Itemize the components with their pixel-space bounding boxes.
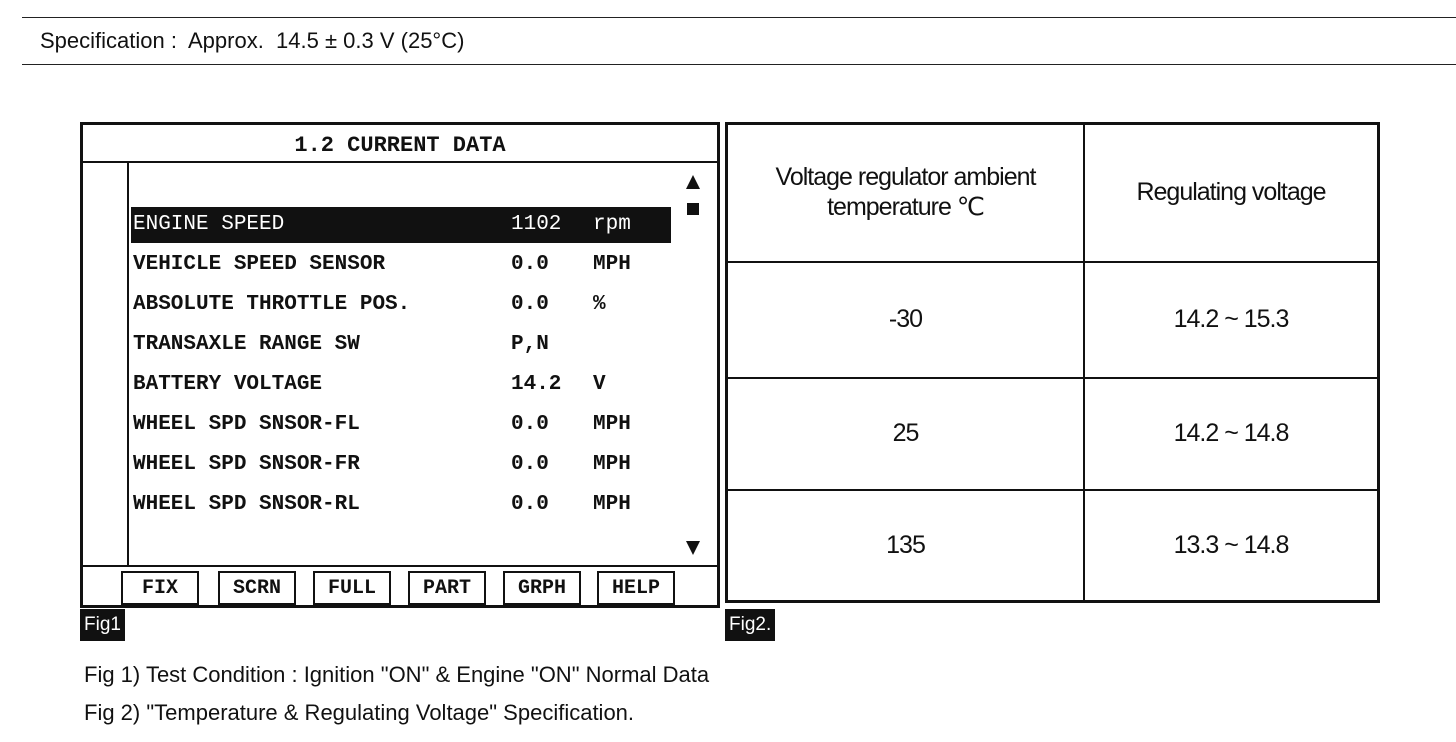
fig1-caption: Fig1 bbox=[80, 609, 125, 641]
item-name: WHEEL SPD SNSOR-RL bbox=[133, 493, 360, 516]
item-value: 1102 bbox=[511, 213, 562, 236]
function-button[interactable]: FULL bbox=[313, 571, 391, 605]
item-value: 14.2 bbox=[511, 373, 562, 396]
item-unit: V bbox=[593, 373, 606, 396]
item-value: 0.0 bbox=[511, 413, 549, 436]
table-row: -30 14.2 ~ 15.3 bbox=[725, 260, 1380, 379]
table-row: 25 14.2 ~ 14.8 bbox=[725, 376, 1380, 491]
scanner-screen: 1.2 CURRENT DATA ENGINE SPEED 1102 rpm VEHI… bbox=[80, 122, 720, 608]
note: Fig 2) "Temperature & Regulating Voltage… bbox=[84, 700, 635, 725]
data-row: VEHICLE SPEED SENSOR 0.0 MPH bbox=[131, 247, 671, 283]
scroll-thumb bbox=[687, 203, 699, 215]
item-unit: MPH bbox=[593, 413, 631, 436]
data-row: BATTERY VOLTAGE 14.2 V bbox=[131, 367, 671, 403]
scrollbar bbox=[686, 175, 700, 555]
item-unit: MPH bbox=[593, 253, 631, 276]
item-value: 0.0 bbox=[511, 493, 549, 516]
table-cell: 135 bbox=[725, 488, 1085, 603]
item-unit: MPH bbox=[593, 493, 631, 516]
item-name: WHEEL SPD SNSOR-FR bbox=[133, 453, 360, 476]
spec-label: Specification : bbox=[40, 28, 177, 53]
item-name: WHEEL SPD SNSOR-FL bbox=[133, 413, 360, 436]
top-rule bbox=[22, 17, 1456, 18]
header-cell: Voltage regulator ambient temperature ℃ bbox=[725, 122, 1085, 263]
item-value: 0.0 bbox=[511, 453, 549, 476]
scroll-down[interactable] bbox=[686, 541, 700, 555]
item-unit: rpm bbox=[593, 213, 631, 236]
specification: Specification : Approx. 14.5 ± 0.3 V (25… bbox=[40, 28, 464, 54]
function-button[interactable]: SCRN bbox=[218, 571, 296, 605]
data-panel: ENGINE SPEED 1102 rpm VEHICLE SPEED SENSOR 0… bbox=[127, 163, 675, 565]
data-row: WHEEL SPD SNSOR-FL 0.0 MPH bbox=[131, 407, 671, 443]
data-row: TRANSAXLE RANGE SW P,N bbox=[131, 327, 671, 363]
table-cell: 14.2 ~ 15.3 bbox=[1083, 260, 1380, 379]
item-unit: MPH bbox=[593, 453, 631, 476]
function-button[interactable]: GRPH bbox=[503, 571, 581, 605]
table-header: Voltage regulator ambient temperature ℃ … bbox=[725, 122, 1380, 263]
scroll-up[interactable] bbox=[686, 175, 700, 189]
item-name: TRANSAXLE RANGE SW bbox=[133, 333, 360, 356]
item-name: BATTERY VOLTAGE bbox=[133, 373, 323, 396]
data-row: WHEEL SPD SNSOR-RL 0.0 MPH bbox=[131, 487, 671, 523]
table-row: 135 13.3 ~ 14.8 bbox=[725, 488, 1380, 603]
item-value: 0.0 bbox=[511, 253, 549, 276]
spec-value: Approx. 14.5 ± 0.3 V (25°C) bbox=[187, 28, 465, 53]
item-unit: % bbox=[593, 293, 606, 316]
regulating-voltage-table: Voltage regulator ambient temperature ℃ … bbox=[725, 122, 1380, 603]
item-name: ENGINE SPEED bbox=[133, 213, 285, 236]
function-button[interactable]: PART bbox=[408, 571, 486, 605]
item-value: P,N bbox=[511, 333, 549, 356]
item-name: ABSOLUTE THROTTLE POS. bbox=[133, 293, 411, 316]
fig2-caption: Fig2. bbox=[725, 609, 776, 641]
item-value: 0.0 bbox=[511, 293, 549, 316]
table-cell: 13.3 ~ 14.8 bbox=[1083, 488, 1380, 603]
table-cell: -30 bbox=[725, 260, 1085, 379]
data-row: ENGINE SPEED 1102 rpm bbox=[131, 207, 671, 243]
function-button[interactable]: HELP bbox=[597, 571, 675, 605]
screen-title: 1.2 CURRENT DATA bbox=[83, 125, 717, 163]
table-cell: 25 bbox=[725, 376, 1085, 491]
data-row: WHEEL SPD SNSOR-FR 0.0 MPH bbox=[131, 447, 671, 483]
button-bar: FIX SCRN FULL PART GRPH HELP bbox=[83, 565, 717, 607]
header-cell: Regulating voltage bbox=[1083, 122, 1380, 263]
data-row: ABSOLUTE THROTTLE POS. 0.0% bbox=[131, 287, 671, 323]
table-cell: 14.2 ~ 14.8 bbox=[1083, 376, 1380, 491]
spec-rule bbox=[22, 64, 1456, 65]
note: Fig 1) Test Condition : Ignition "ON" & … bbox=[84, 662, 710, 687]
function-button[interactable]: FIX bbox=[121, 571, 199, 605]
item-name: VEHICLE SPEED SENSOR bbox=[133, 253, 386, 276]
